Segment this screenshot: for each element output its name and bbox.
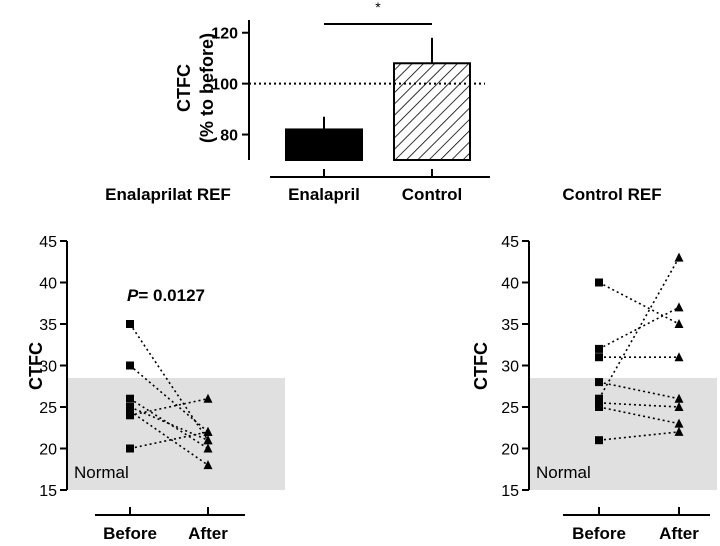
- ytick-label: 25: [501, 400, 519, 417]
- left-panel-title: Enalaprilat REF: [105, 185, 231, 204]
- enalaprilat-panel: Enalaprilat REF CTFC P= 0.0127 Normal 15 2…: [26, 185, 285, 543]
- bar-ytick-label: 100: [211, 77, 238, 94]
- right-panel-title: Control REF: [562, 185, 661, 204]
- before-point: [595, 403, 603, 411]
- after-point: [203, 393, 213, 403]
- after-point: [203, 435, 213, 445]
- after-point: [674, 302, 684, 312]
- ytick-label: 45: [39, 234, 57, 251]
- pair-line: [598, 406, 680, 425]
- bar-enalapril: [285, 128, 363, 161]
- pair-line: [598, 257, 680, 400]
- right-ylabel: CTFC: [471, 342, 491, 390]
- before-point: [126, 411, 134, 420]
- before-point: [595, 378, 603, 387]
- bar-ytick-label: 120: [211, 26, 238, 43]
- normal-range-band: [529, 377, 717, 490]
- pair-line: [598, 381, 680, 400]
- before-point: [595, 278, 603, 287]
- significance-marker: *: [375, 0, 381, 15]
- normal-band-label: Normal: [74, 463, 129, 482]
- pair-line: [129, 397, 209, 417]
- ytick-label: 40: [501, 276, 519, 293]
- before-point: [126, 394, 134, 403]
- after-point: [674, 418, 684, 428]
- pair-line: [598, 402, 680, 408]
- after-point: [203, 460, 213, 470]
- ytick-label: 30: [39, 359, 57, 376]
- left-ylabel: CTFC: [26, 342, 46, 390]
- ytick-label: 35: [39, 317, 57, 334]
- before-point: [126, 361, 134, 370]
- category-label: After: [659, 524, 699, 543]
- ytick-label: 20: [501, 442, 519, 459]
- bar-chart: CTFC (% to before) 80 100 120 Enalapril Cont…: [174, 0, 490, 204]
- after-point: [674, 402, 684, 411]
- after-point: [203, 426, 213, 436]
- bar-ylabel-sub: (% to before): [197, 33, 217, 143]
- before-point: [126, 444, 134, 453]
- category-label: Before: [103, 524, 157, 543]
- after-point: [674, 393, 684, 403]
- before-point: [595, 394, 603, 403]
- normal-range-band: [67, 377, 285, 490]
- normal-band-label: Normal: [536, 463, 591, 482]
- after-point: [674, 252, 684, 262]
- p-value-annotation: P= 0.0127: [127, 286, 205, 305]
- before-point: [595, 436, 603, 445]
- before-point: [595, 344, 603, 353]
- bar-category-label: Control: [402, 185, 462, 204]
- bar-control: [393, 62, 471, 161]
- pair-line: [129, 398, 209, 450]
- ytick-label: 45: [501, 234, 519, 251]
- after-point: [203, 443, 213, 453]
- after-point: [674, 426, 684, 436]
- before-point: [595, 398, 603, 407]
- bar-ytick-label: 80: [220, 128, 238, 145]
- before-point: [595, 353, 603, 362]
- after-point: [674, 352, 684, 362]
- pair-line: [598, 431, 680, 441]
- after-point: [674, 319, 684, 328]
- ytick-label: 30: [501, 359, 519, 376]
- pair-line: [598, 281, 680, 325]
- ytick-label: 35: [501, 317, 519, 334]
- pair-line: [129, 431, 209, 450]
- bar-category-label: Enalapril: [288, 185, 360, 204]
- ytick-label: 15: [39, 483, 57, 500]
- before-point: [126, 403, 134, 411]
- control-panel: Control REF CTFC Normal 15 20 25 30 35 40 45 Bef…: [471, 185, 717, 543]
- ytick-label: 40: [39, 276, 57, 293]
- ytick-label: 15: [501, 483, 519, 500]
- pair-line: [129, 410, 209, 466]
- pair-line: [129, 364, 209, 433]
- category-label: After: [188, 524, 228, 543]
- ytick-label: 25: [39, 400, 57, 417]
- ytick-label: 20: [39, 442, 57, 459]
- category-label: Before: [572, 524, 626, 543]
- before-point: [126, 407, 134, 416]
- bar-ylabel: CTFC: [174, 64, 194, 112]
- before-point: [126, 320, 134, 328]
